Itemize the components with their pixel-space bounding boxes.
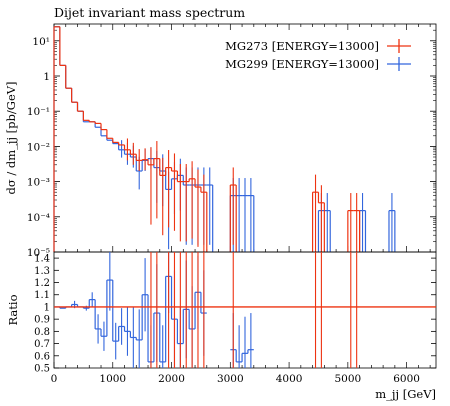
x-tick-label: 2000 (158, 373, 185, 385)
y-tick-label: 10⁻² (27, 141, 50, 153)
ratio-series-mg299 (54, 252, 254, 368)
ratio-y-tick-label: 1.1 (34, 290, 50, 301)
y-tick-label: 10⁻⁵ (27, 247, 50, 259)
ratio-y-tick-label: 0.9 (34, 315, 50, 326)
ratio-y-tick-label: 1.3 (34, 266, 50, 277)
x-tick-label: 4000 (276, 373, 303, 385)
ratio-panel: 0 1000 2000 3000 4000 5000 6000 0.5 0.60.70.80.9… (6, 251, 437, 401)
y-axis-label: dσ / dm_jj [pb/GeV] (4, 81, 18, 194)
x-tick-label: 0 (51, 373, 58, 385)
ratio-y-tick-label: 0.6 (34, 351, 50, 362)
y-tick-label: 10¹ (32, 36, 50, 48)
legend-label: MG299 [ENERGY=13000] (225, 57, 379, 71)
y-tick-label: 10⁻¹ (27, 106, 50, 118)
ratio-y-tick-label: 0.5 (34, 364, 50, 375)
legend-label: MG273 [ENERGY=13000] (225, 39, 379, 53)
ratio-y-tick-label: 1 (44, 302, 50, 313)
x-tick-label: 3000 (217, 373, 244, 385)
x-tick-label: 6000 (393, 373, 420, 385)
ratio-y-tick-label: 1.2 (34, 278, 50, 289)
legend: MG273 [ENERGY=13000] MG299 [ENERGY=13000] (225, 39, 411, 71)
y-tick-label: 1 (43, 71, 50, 83)
ratio-y-tick-label: 1.4 (34, 254, 50, 265)
y-tick-label: 10⁻⁴ (27, 212, 50, 224)
chart-title: Dijet invariant mass spectrum (54, 5, 245, 20)
series-mg273-energy-13000- (53, 26, 361, 252)
main-panel: 10⁻⁵ 10⁻⁴ 10⁻³ 10⁻² 10⁻¹ 1 10¹ dσ / dm_jj [pb/G… (4, 23, 437, 259)
x-tick-label: 5000 (334, 373, 361, 385)
y-tick-label: 10⁻³ (27, 177, 50, 189)
x-axis-label: m_jj [GeV] (375, 387, 436, 401)
ratio-y-tick-label: 0.8 (34, 327, 50, 338)
ratio-axis-label: Ratio (6, 294, 20, 325)
x-tick-label: 1000 (99, 373, 126, 385)
ratio-series-mg273 (54, 252, 436, 368)
ratio-y-tick-label: 0.7 (34, 339, 50, 350)
